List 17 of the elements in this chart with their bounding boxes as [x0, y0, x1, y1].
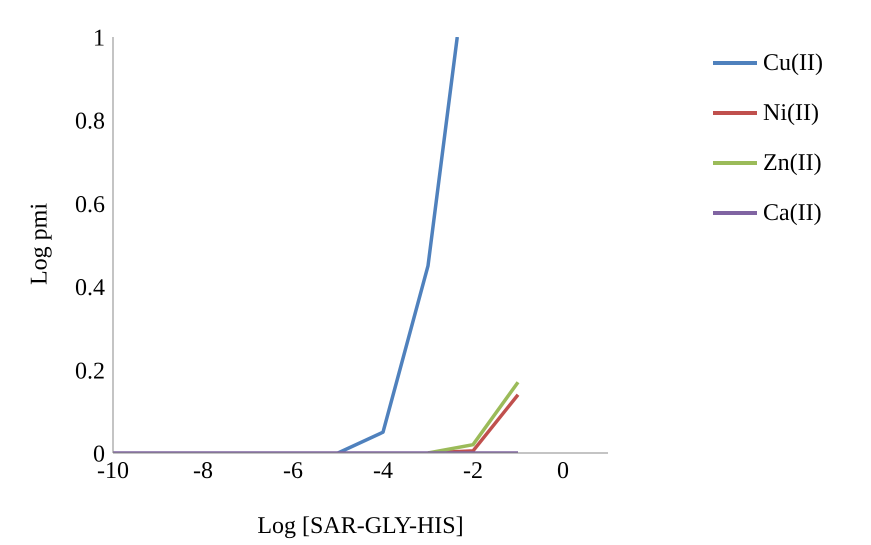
legend-label: Ni(II): [763, 100, 819, 126]
y-tick-label: 1: [93, 26, 105, 52]
x-tick-label: -6: [283, 458, 304, 484]
y-tick-label: 0.4: [75, 275, 105, 302]
legend-label: Cu(II): [763, 50, 823, 76]
x-tick-label: -8: [193, 458, 214, 484]
y-tick-label: 0.2: [75, 358, 105, 384]
x-tick-label: 0: [557, 458, 570, 484]
x-tick-label: -2: [463, 458, 484, 484]
y-tick-label: 0.8: [75, 108, 105, 135]
line-series: [336, 37, 460, 453]
y-tick-label: 0.6: [75, 192, 105, 218]
y-axis-title: Log pmi: [26, 202, 53, 285]
x-axis-title: Log [SAR-GLY-HIS]: [257, 513, 464, 539]
x-tick-label: -4: [373, 458, 394, 484]
legend-label: Ca(II): [763, 200, 822, 226]
legend-label: Zn(II): [763, 150, 822, 176]
